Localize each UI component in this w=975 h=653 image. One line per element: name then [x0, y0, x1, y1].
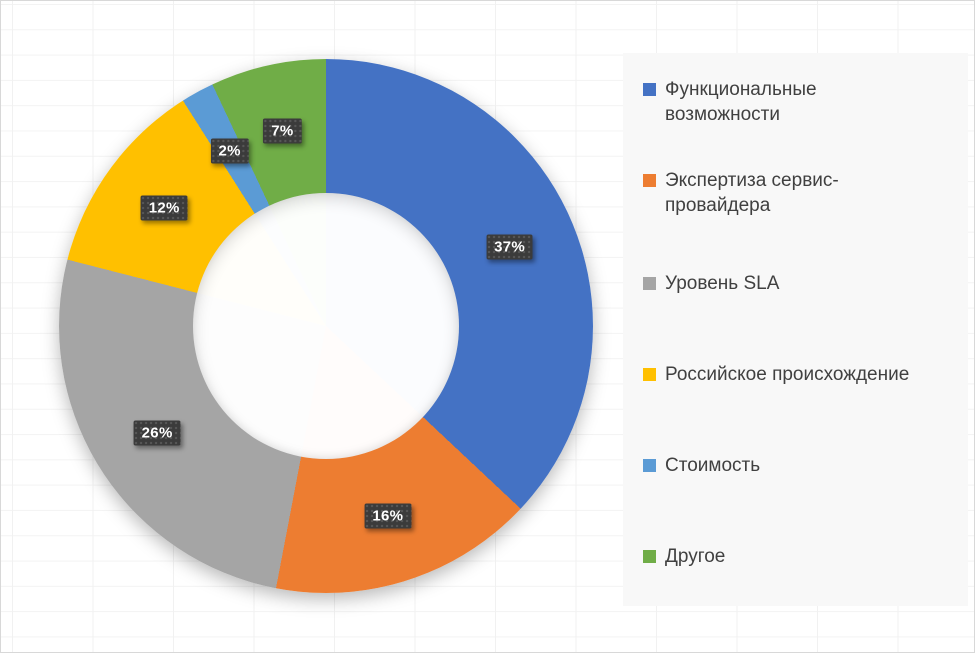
legend-swatch-icon: [643, 458, 656, 472]
legend-item-2[interactable]: Экспертиза сервис- провайдера: [643, 148, 958, 239]
legend-label: Уровень SLA: [665, 273, 780, 295]
legend-item-inner: Экспертиза сервис- провайдера: [643, 168, 839, 219]
donut-plot-area: 37% 16% 26% 12% 2% 7%: [1, 1, 654, 652]
data-label-3: 26%: [133, 420, 181, 446]
data-label-4: 12%: [140, 195, 188, 221]
legend-item-5[interactable]: Стоимость: [643, 420, 958, 511]
data-label-2: 16%: [364, 503, 412, 529]
legend: Функциональные возможности Экспертиза сер…: [623, 53, 968, 606]
legend-item-inner: Уровень SLA: [643, 271, 779, 297]
legend-item-inner: Российское происхождение: [643, 362, 909, 388]
legend-item-inner: Функциональные возможности: [643, 77, 817, 128]
legend-label: Экспертиза сервис- провайдера: [665, 169, 839, 217]
data-label-1: 37%: [486, 234, 534, 260]
legend-item-4[interactable]: Российское происхождение: [643, 329, 958, 420]
legend-label: Функциональные возможности: [665, 78, 817, 126]
legend-item-inner: Другое: [643, 544, 725, 570]
legend-swatch-icon: [643, 173, 656, 187]
legend-item-inner: Стоимость: [643, 453, 760, 479]
data-label-6: 7%: [263, 118, 302, 144]
legend-swatch-icon: [643, 549, 656, 563]
donut-hole: [193, 193, 459, 459]
legend-item-3[interactable]: Уровень SLA: [643, 239, 958, 330]
legend-item-1[interactable]: Функциональные возможности: [643, 57, 958, 148]
legend-swatch-icon: [643, 277, 656, 291]
legend-label: Российское происхождение: [665, 364, 910, 386]
legend-swatch-icon: [643, 82, 656, 96]
legend-label: Другое: [665, 545, 726, 567]
legend-item-6[interactable]: Другое: [643, 511, 958, 602]
data-label-5: 2%: [210, 138, 249, 164]
legend-label: Стоимость: [665, 454, 761, 476]
legend-swatch-icon: [643, 368, 656, 382]
